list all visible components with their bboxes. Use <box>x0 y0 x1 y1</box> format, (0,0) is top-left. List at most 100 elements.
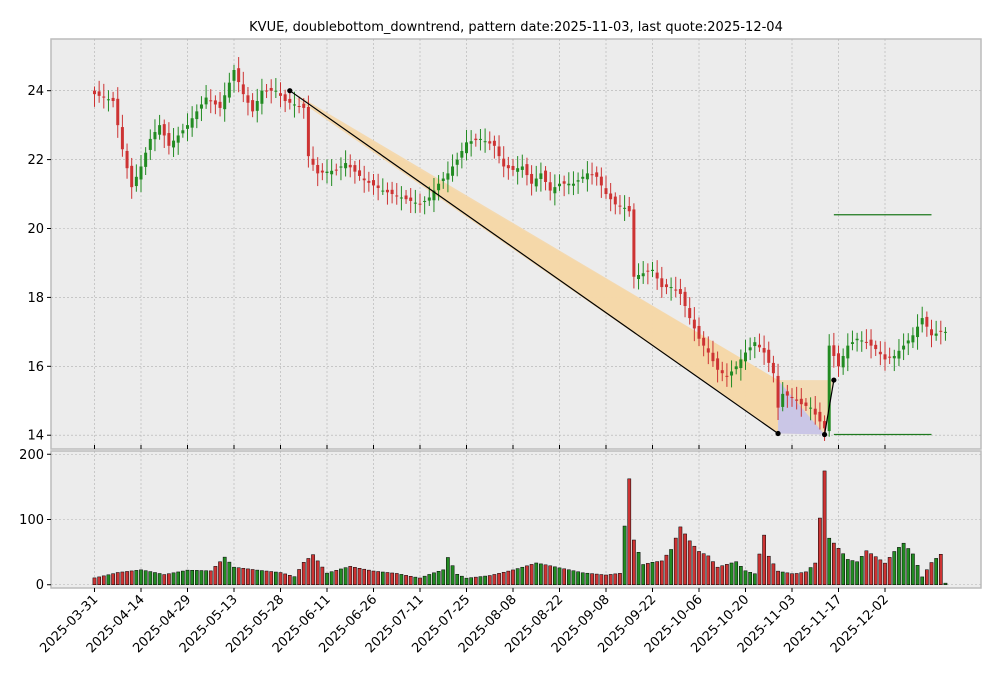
volume-bar <box>455 574 460 585</box>
candle-body <box>195 111 199 120</box>
volume-bar <box>278 572 283 585</box>
volume-bar <box>701 553 706 585</box>
candle-body <box>469 141 473 144</box>
candle <box>279 82 282 108</box>
price-tick-label: 20 <box>27 222 44 237</box>
candle <box>292 91 296 118</box>
candle-body <box>878 351 882 355</box>
candle <box>409 188 413 214</box>
pattern-point <box>287 88 293 94</box>
volume-bar <box>752 573 757 585</box>
volume-bar <box>525 565 529 585</box>
candle-body <box>841 355 845 368</box>
volume-bar <box>148 571 153 585</box>
candle <box>432 177 436 213</box>
candle-body <box>590 174 594 176</box>
candle <box>632 203 636 289</box>
volume-bar <box>818 517 822 585</box>
candle-body <box>167 133 171 146</box>
volume-bar <box>529 564 534 585</box>
candle <box>781 382 785 412</box>
volume-bar <box>185 569 190 585</box>
candle-body <box>902 345 906 350</box>
candle-body <box>920 318 924 325</box>
volume-bar <box>441 569 446 585</box>
candle <box>460 142 464 169</box>
price-tick-label: 18 <box>27 291 44 306</box>
candle-body <box>139 166 143 180</box>
volume-bar <box>929 562 934 585</box>
candle-body <box>641 273 645 277</box>
candle <box>767 341 771 372</box>
candle-body <box>246 95 250 103</box>
volume-bar <box>232 566 236 585</box>
candle-body <box>888 356 892 358</box>
candle-body <box>767 349 771 363</box>
candle-body <box>818 411 822 422</box>
candle <box>506 156 510 180</box>
volume-bar <box>664 554 669 585</box>
candle-body <box>925 316 929 327</box>
candle-body <box>525 164 529 176</box>
price-tick-label: 16 <box>27 360 44 375</box>
candle-body <box>669 287 673 289</box>
candle <box>720 361 724 382</box>
candle-body <box>492 140 496 146</box>
volume-bar <box>432 572 436 585</box>
candle-body <box>748 347 752 351</box>
candle-body <box>120 127 124 150</box>
candle <box>520 154 524 178</box>
volume-bar <box>632 539 636 585</box>
volume-bar <box>418 577 422 585</box>
candle-body <box>427 197 431 201</box>
volume-bar <box>748 572 752 585</box>
volume-bar <box>692 545 697 585</box>
candle <box>232 64 236 93</box>
candle-body <box>730 371 734 376</box>
volume-bar <box>353 567 357 585</box>
volume-bar <box>511 569 515 585</box>
candle <box>111 91 115 108</box>
candle <box>158 114 162 140</box>
candle <box>199 96 203 122</box>
volume-bar <box>362 568 367 585</box>
volume-bar <box>720 565 725 585</box>
candle-body <box>623 207 627 209</box>
volume-bar <box>706 555 711 585</box>
price-tick-label: 22 <box>27 153 44 168</box>
volume-bar <box>120 571 125 585</box>
candle-body <box>455 159 459 165</box>
candle-body <box>739 359 743 369</box>
candle <box>418 193 422 213</box>
candle-body <box>158 125 162 135</box>
volume-bar <box>371 570 376 585</box>
volume-bar <box>501 571 506 585</box>
volume-bar <box>925 569 929 585</box>
volume-bar <box>394 573 399 585</box>
candle-body <box>283 94 287 102</box>
candle-body <box>874 344 878 350</box>
candle-body <box>809 407 813 409</box>
volume-bar <box>766 555 771 585</box>
volume-bar <box>887 557 892 585</box>
volume-bar <box>599 574 604 585</box>
volume-bar <box>167 573 171 585</box>
candle-body <box>711 352 715 362</box>
candle <box>209 89 213 114</box>
candle-body <box>674 289 678 291</box>
price-tick-label: 14 <box>27 429 44 444</box>
candle <box>358 159 362 181</box>
candle <box>646 263 650 285</box>
volume-bar <box>571 570 576 585</box>
candle-body <box>153 132 157 140</box>
volume-bar <box>646 563 650 585</box>
candle <box>465 129 468 161</box>
volume-bar <box>422 575 427 585</box>
volume-bar <box>483 575 487 585</box>
volume-bar <box>125 571 129 585</box>
candle-body <box>757 344 761 348</box>
volume-bar <box>878 559 883 585</box>
candle <box>711 340 715 367</box>
candle-body <box>609 193 613 200</box>
candle-body <box>627 206 631 212</box>
